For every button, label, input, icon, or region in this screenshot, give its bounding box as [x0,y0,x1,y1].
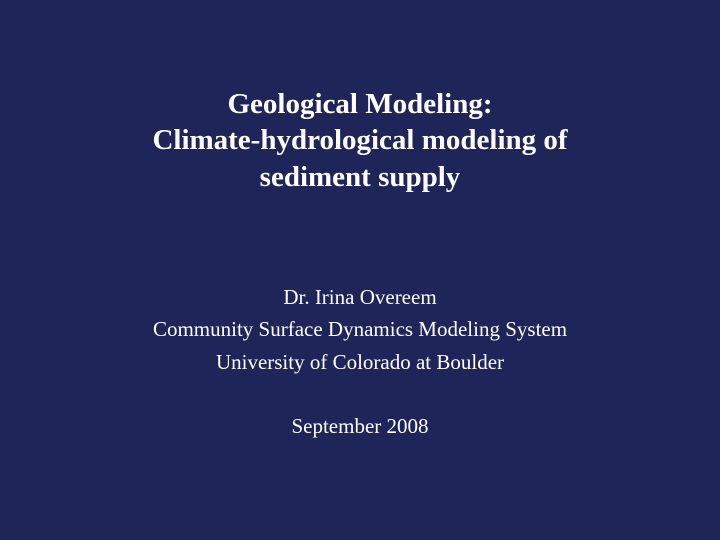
title-line-2: Climate-hydrological modeling of [0,122,720,158]
organization-line: Community Surface Dynamics Modeling Syst… [0,313,720,346]
slide-title: Geological Modeling: Climate-hydrologica… [0,0,720,195]
institution-line: University of Colorado at Boulder [0,346,720,379]
spacer [0,378,720,410]
presentation-slide: Geological Modeling: Climate-hydrologica… [0,0,720,540]
title-line-1: Geological Modeling: [0,86,720,122]
author-line: Dr. Irina Overeem [0,281,720,314]
slide-body: Dr. Irina Overeem Community Surface Dyna… [0,195,720,443]
date-line: September 2008 [0,410,720,443]
title-line-3: sediment supply [0,159,720,195]
